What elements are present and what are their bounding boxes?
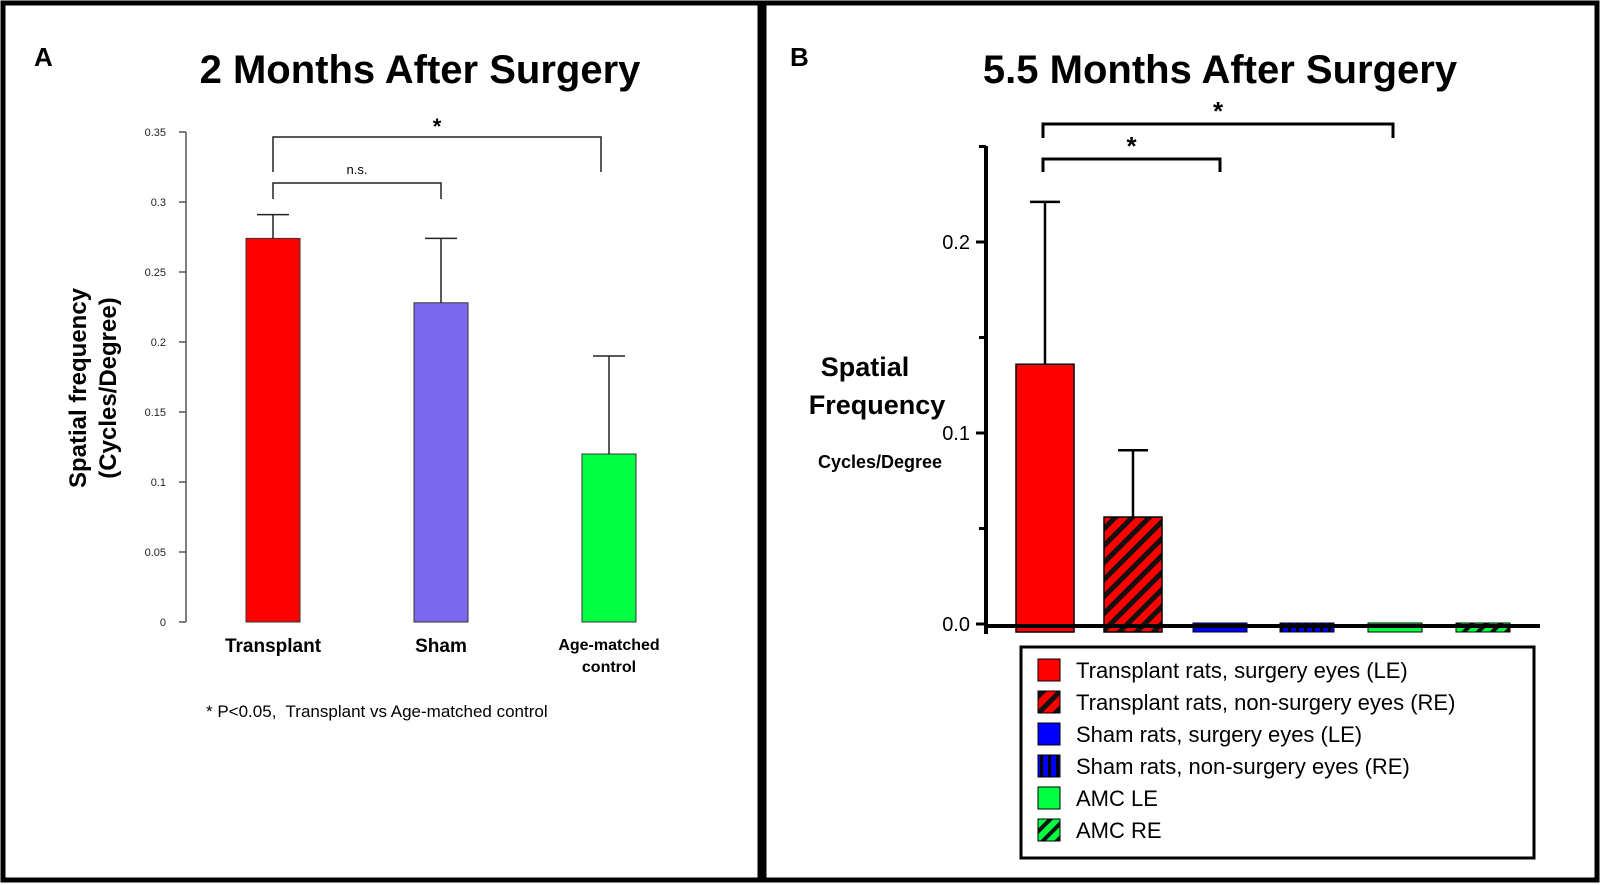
panel-a-title: 2 Months After Surgery bbox=[200, 48, 642, 92]
legend-swatch bbox=[1037, 754, 1061, 778]
panel-a-error-bars bbox=[257, 213, 625, 454]
significance-bracket bbox=[1041, 122, 1395, 138]
significance-label: * bbox=[1213, 96, 1224, 126]
y-tick-label: 0.1 bbox=[151, 477, 166, 489]
legend-swatch bbox=[1037, 690, 1061, 714]
legend-label: Sham rats, non-surgery eyes (RE) bbox=[1076, 754, 1410, 779]
panel-a-letter: A bbox=[34, 42, 53, 72]
bar bbox=[581, 453, 637, 623]
legend-swatch bbox=[1037, 722, 1061, 746]
significance-bracket bbox=[1041, 157, 1222, 172]
panel-b-letter: B bbox=[790, 42, 809, 72]
category-label: Sham bbox=[415, 636, 467, 657]
bar bbox=[1103, 516, 1163, 633]
panel-b-ylabel-line2: Frequency bbox=[809, 390, 946, 420]
significance-label: * bbox=[433, 114, 442, 139]
panel-b-error-bars bbox=[1030, 200, 1148, 518]
y-tick-label: 0.2 bbox=[151, 337, 166, 349]
y-tick-label: 0 bbox=[160, 617, 166, 629]
panel-a-category-labels: Transplant Sham Age-matched control bbox=[225, 636, 660, 676]
legend-label: Transplant rats, surgery eyes (LE) bbox=[1076, 658, 1408, 683]
panel-a-y-ticks: 0 0.05 0.1 0.15 0.2 0.25 0.3 0.35 bbox=[145, 127, 186, 629]
significance-bracket bbox=[272, 136, 602, 172]
legend-swatch bbox=[1037, 786, 1061, 810]
y-tick-label: 0.2 bbox=[942, 232, 970, 254]
panel-b-significance: ** bbox=[1041, 96, 1395, 172]
legend-label: AMC RE bbox=[1076, 818, 1162, 843]
panel-b: B 5.5 Months After Surgery Spatial Frequ… bbox=[790, 42, 1540, 860]
panel-b-ylabel-units: Cycles/Degree bbox=[818, 452, 942, 472]
significance-bracket bbox=[272, 182, 442, 199]
y-tick-label: 0.35 bbox=[145, 127, 166, 139]
y-tick-label: 0.05 bbox=[145, 547, 166, 559]
panel-a-bars bbox=[245, 237, 637, 623]
panel-a-frame bbox=[0, 0, 763, 883]
bar bbox=[245, 237, 301, 623]
y-tick-label: 0.15 bbox=[145, 407, 166, 419]
legend-swatch bbox=[1037, 818, 1061, 842]
y-tick-label: 0.25 bbox=[145, 267, 166, 279]
category-label: Transplant bbox=[225, 636, 322, 657]
legend-label: AMC LE bbox=[1076, 786, 1158, 811]
y-tick-label: 0.0 bbox=[942, 614, 970, 636]
panel-a: A 2 Months After Surgery Spatial frequen… bbox=[34, 42, 660, 721]
bar bbox=[1015, 363, 1075, 633]
panel-b-ylabel-line1: Spatial bbox=[821, 352, 910, 382]
category-label: Age-matched bbox=[558, 637, 659, 654]
legend-frame bbox=[1019, 645, 1536, 860]
bar bbox=[413, 302, 469, 623]
panel-b-title: 5.5 Months After Surgery bbox=[983, 48, 1458, 92]
panel-a-ylabel: Spatial frequency (Cycles/Degree) bbox=[65, 287, 122, 488]
panel-a-footnote: * P<0.05, Transplant vs Age-matched cont… bbox=[206, 702, 548, 721]
y-tick-label: 0.3 bbox=[151, 197, 166, 209]
panel-b-bars bbox=[1015, 363, 1511, 633]
panel-b-frame bbox=[761, 0, 1600, 883]
panel-b-legend: Transplant rats, surgery eyes (LE) Transp… bbox=[1019, 645, 1536, 860]
significance-label: n.s. bbox=[347, 162, 368, 177]
significance-label: * bbox=[1126, 131, 1137, 161]
panel-b-y-ticks: 0.0 0.1 0.2 bbox=[942, 145, 986, 636]
y-tick-label: 0.1 bbox=[942, 423, 970, 445]
panel-a-significance: n.s. * bbox=[272, 114, 602, 199]
panel-a-ylabel-line2: (Cycles/Degree) bbox=[95, 297, 122, 478]
panel-a-ylabel-line1: Spatial frequency bbox=[65, 287, 92, 488]
category-label: control bbox=[582, 659, 636, 676]
legend-label: Sham rats, surgery eyes (LE) bbox=[1076, 722, 1362, 747]
legend-label: Transplant rats, non-surgery eyes (RE) bbox=[1076, 690, 1455, 715]
legend-swatch bbox=[1037, 658, 1061, 682]
